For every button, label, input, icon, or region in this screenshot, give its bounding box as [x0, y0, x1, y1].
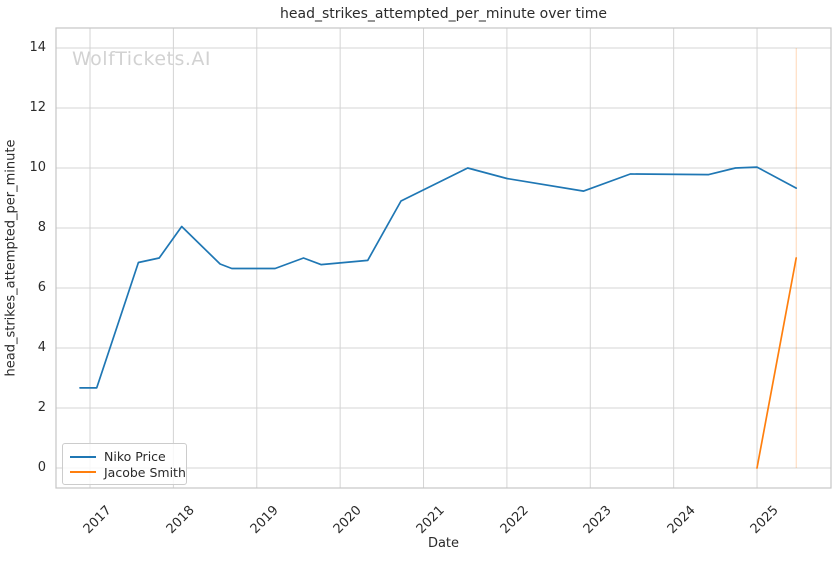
legend-label: Jacobe Smith: [104, 464, 186, 480]
y-axis-label: head_strikes_attempted_per_minute: [3, 139, 19, 377]
y-tick-label: 14: [29, 40, 46, 55]
y-tick-label: 0: [37, 459, 46, 475]
legend-line-sample-icon: [70, 471, 96, 474]
legend-line-sample-icon: [70, 455, 96, 458]
x-axis-label: Date: [427, 536, 460, 551]
series-line-jacobe-smith: [756, 257, 798, 469]
legend-item: Niko Price: [70, 449, 178, 465]
y-tick-label: 6: [37, 279, 46, 295]
legend-label: Niko Price: [104, 449, 166, 465]
y-tick-label: 4: [37, 339, 46, 355]
legend: Niko Price Jacobe Smith: [62, 443, 187, 485]
legend-item: Jacobe Smith: [70, 465, 186, 481]
chart-title: head_strikes_attempted_per_minute over t…: [280, 6, 607, 22]
y-tick-label: 12: [29, 100, 46, 115]
plot-border: [55, 27, 832, 489]
watermark: WolfTickets.AI: [72, 48, 212, 70]
y-tick-label: 2: [37, 399, 46, 415]
series-line-niko-price: [79, 166, 798, 389]
y-tick-label: 10: [29, 160, 46, 175]
y-tick-label: 8: [37, 220, 46, 235]
